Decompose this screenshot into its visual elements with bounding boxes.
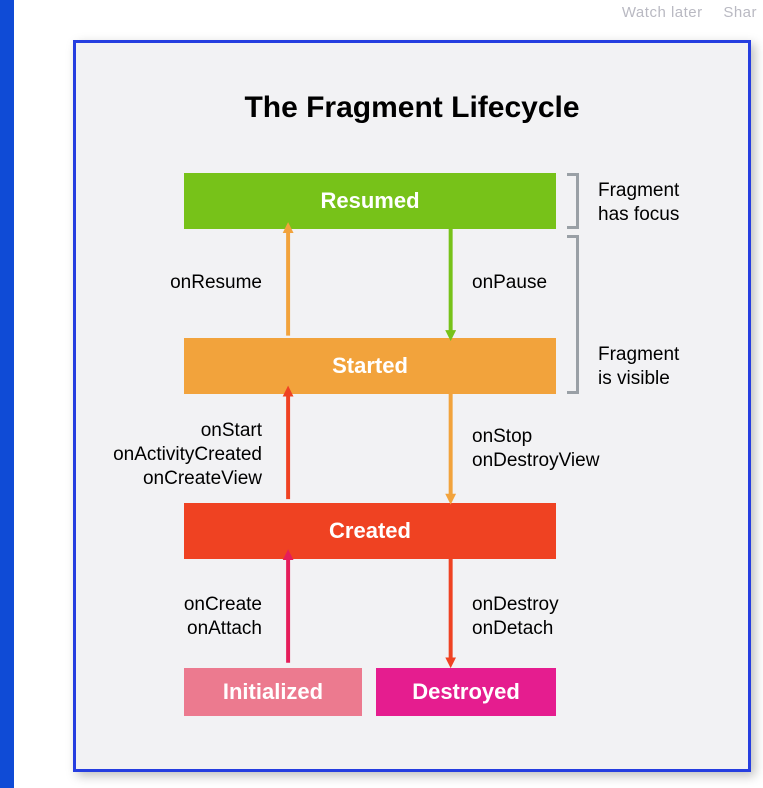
state-created: Created xyxy=(184,503,556,559)
state-started: Started xyxy=(184,338,556,394)
state-destroyed: Destroyed xyxy=(376,668,556,716)
arrows-layer xyxy=(76,43,748,769)
state-initialized-label: Initialized xyxy=(223,679,323,705)
state-initialized: Initialized xyxy=(184,668,362,716)
diagram-title: The Fragment Lifecycle xyxy=(76,91,748,125)
diagram-frame: The Fragment Lifecycle Resumed Started C… xyxy=(73,40,751,772)
state-started-label: Started xyxy=(332,353,408,379)
watch-later-label: Watch later xyxy=(622,4,703,21)
bracket-focus xyxy=(576,173,579,229)
state-resumed: Resumed xyxy=(184,173,556,229)
bracket-visible xyxy=(576,235,579,394)
edge-label-oncreate-group: onCreateonAttach xyxy=(184,593,262,641)
left-blue-strip xyxy=(0,0,14,788)
state-resumed-label: Resumed xyxy=(320,188,419,214)
state-created-label: Created xyxy=(329,518,411,544)
state-destroyed-label: Destroyed xyxy=(412,679,520,705)
edge-label-onstart-group: onStartonActivityCreatedonCreateView xyxy=(113,419,262,490)
edge-label-onresume: onResume xyxy=(170,271,262,295)
diagram-canvas: The Fragment Lifecycle Resumed Started C… xyxy=(76,43,748,769)
annot-fragment-is-visible: Fragmentis visible xyxy=(598,343,679,391)
video-overlay-labels: Watch later Shar xyxy=(606,4,757,21)
annot-fragment-has-focus: Fragmenthas focus xyxy=(598,179,679,227)
share-label: Shar xyxy=(723,4,757,21)
edge-label-onpause: onPause xyxy=(472,271,547,295)
edge-label-ondestroy-group: onDestroyonDetach xyxy=(472,593,559,641)
edge-label-onstop-group: onStoponDestroyView xyxy=(472,425,599,473)
